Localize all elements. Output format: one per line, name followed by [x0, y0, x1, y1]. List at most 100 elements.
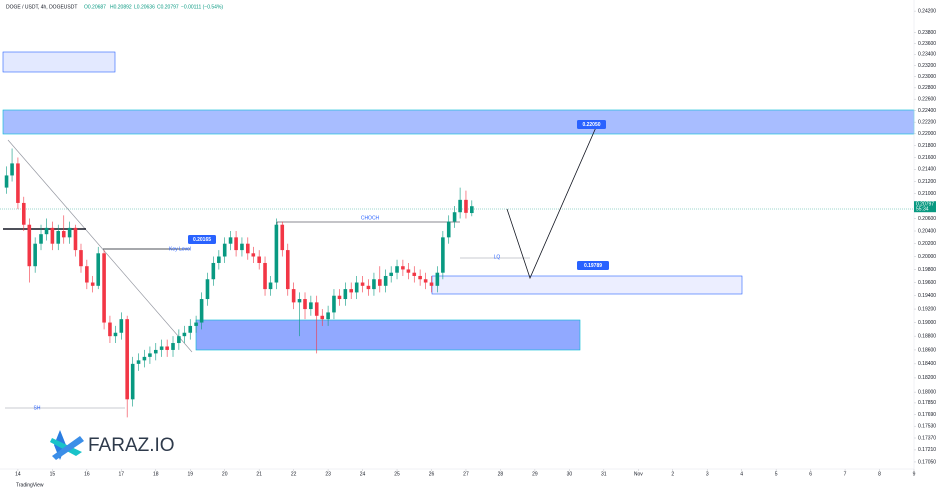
y-tick-label: 0.17690 — [918, 412, 936, 418]
candle-body — [257, 256, 261, 263]
y-tick-label: 0.21800 — [918, 143, 936, 149]
candle-body — [297, 299, 302, 303]
y-tick-label: 0.18600 — [918, 347, 936, 353]
candle-body — [251, 253, 256, 257]
y-tick-label: 0.22400 — [918, 108, 936, 114]
y-tick-label: 0.22600 — [918, 97, 936, 103]
candle-body — [291, 289, 296, 303]
x-tick-label: 31 — [601, 471, 607, 477]
y-tick-label: 0.19200 — [918, 306, 936, 312]
plot — [4, 148, 474, 418]
candle-body — [303, 299, 307, 310]
candle-body — [90, 282, 95, 286]
candle-body — [194, 322, 198, 326]
x-tick-label: 20 — [222, 471, 228, 477]
y-tick-label: 0.22200 — [918, 119, 936, 125]
candle-body — [446, 221, 451, 238]
candle-body — [10, 163, 14, 176]
chart-title: DOGE / USDT, 4h, DOGEUSDT — [6, 4, 77, 10]
candle-body — [96, 253, 101, 286]
candle-body — [211, 262, 216, 280]
y-tick-label: 0.20600 — [918, 216, 936, 222]
candle-body — [412, 272, 417, 276]
y-tick-label: 0.22000 — [918, 131, 936, 137]
y-tick-label: 0.19400 — [918, 293, 936, 299]
candle-body — [280, 224, 285, 251]
x-tick-label: 21 — [256, 471, 262, 477]
annotation-label: 0.19789 — [584, 263, 602, 269]
x-tick-label: 29 — [532, 471, 538, 477]
x-tick-label: 6 — [809, 471, 812, 477]
candle-body — [246, 243, 250, 254]
y-tick-label: 0.17050 — [918, 459, 936, 465]
candle-body — [441, 237, 445, 273]
candle-body — [27, 224, 32, 267]
axes: 0.24200 0.23800 0.23600 0.23400 0.23200 0.230… — [15, 8, 936, 477]
legend: O0.20687 H0.20892 L0.20636 C0.20797 −0.00111… — [84, 4, 223, 10]
candle-body — [326, 312, 330, 320]
x-tick-label: 30 — [567, 471, 573, 477]
candle-body — [354, 282, 359, 293]
candle-body — [125, 319, 129, 400]
x-tick-label: 3 — [706, 471, 709, 477]
candle-body — [222, 243, 227, 257]
y-tick-label: 0.24200 — [918, 8, 936, 14]
annotation-text: SH — [34, 405, 41, 411]
candle-body — [85, 266, 89, 283]
candle-body — [360, 282, 365, 286]
legend-value: L0.20636 — [134, 4, 155, 10]
candle-body — [142, 356, 147, 361]
x-tick-label: 16 — [84, 471, 90, 477]
candle-body — [464, 199, 468, 213]
candle-body — [136, 360, 141, 364]
x-tick-label: 27 — [463, 471, 469, 477]
trend-line — [7, 139, 193, 353]
candle-body — [102, 253, 106, 323]
candle-body — [263, 262, 267, 290]
candle-body — [349, 289, 353, 293]
candle-body — [452, 212, 457, 222]
candle-body — [21, 202, 26, 225]
y-tick-label: 0.20200 — [918, 241, 936, 247]
candle-body — [383, 275, 388, 286]
y-tick-label: 0.18800 — [918, 333, 936, 339]
candle-body — [67, 227, 72, 238]
candle-body — [73, 227, 78, 251]
y-tick-label: 0.18400 — [918, 361, 936, 367]
candle-body — [234, 237, 238, 251]
footer: TradingView — [16, 482, 44, 488]
x-tick-label: 18 — [153, 471, 159, 477]
candle-body — [337, 295, 342, 300]
x-tick-label: 5 — [775, 471, 778, 477]
y-tick-label: 0.20000 — [918, 254, 936, 260]
candle-body — [4, 175, 9, 188]
annotation-label: 0.22050 — [582, 122, 600, 128]
x-tick-label: 14 — [15, 471, 21, 477]
countdown: 55:34 — [916, 207, 929, 213]
y-tick-label: 0.17850 — [918, 400, 936, 406]
candle-body — [309, 302, 313, 310]
x-tick-label: 19 — [187, 471, 193, 477]
zone — [2, 51, 116, 73]
logo-icon — [52, 436, 84, 460]
x-tick-label: 26 — [429, 471, 435, 477]
y-tick-label: 0.20400 — [918, 228, 936, 234]
candle-body — [406, 269, 411, 273]
annotation-text: CHOCH — [361, 215, 380, 221]
candle-body — [458, 199, 462, 213]
candle-body — [16, 163, 20, 203]
candle-body — [188, 325, 193, 333]
logo: FARAZ.IO — [50, 430, 175, 460]
candle-body — [228, 237, 233, 244]
x-tick-label: 25 — [394, 471, 400, 477]
candle-body — [377, 279, 382, 286]
x-tick-label: Nov — [634, 471, 643, 477]
candle-body — [401, 266, 405, 270]
candle-body — [148, 353, 152, 357]
y-tick-label: 0.19600 — [918, 280, 936, 286]
candle-body — [56, 231, 61, 244]
candle-body — [423, 279, 428, 283]
zone — [195, 319, 581, 351]
x-tick-label: 22 — [291, 471, 297, 477]
